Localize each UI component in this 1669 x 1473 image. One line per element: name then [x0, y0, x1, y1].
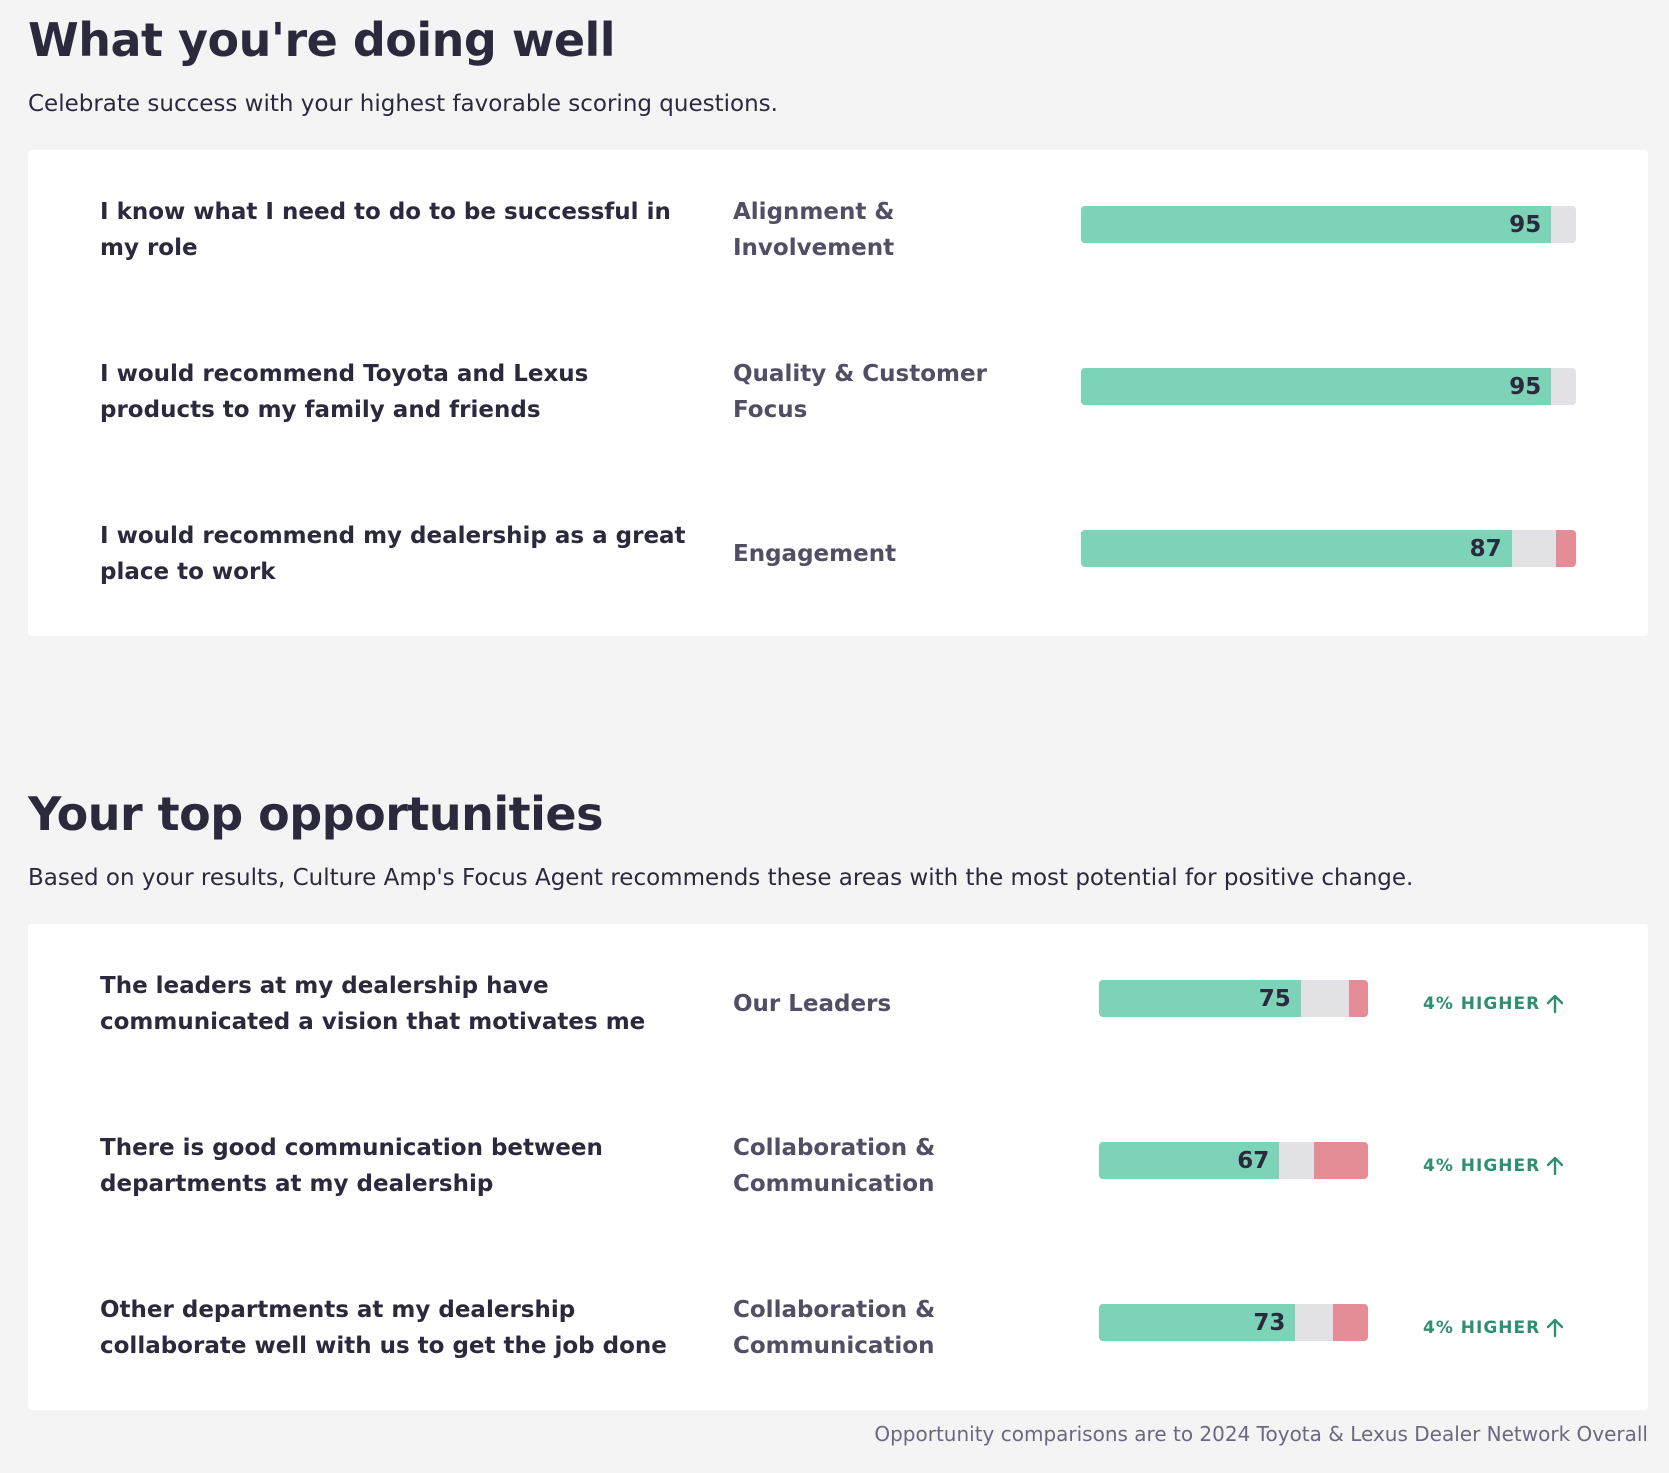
- favorable-segment: [1099, 1142, 1280, 1179]
- score-bar: 67: [1099, 1142, 1368, 1179]
- well-row-1: I know what I need to do to be successfu…: [28, 170, 1648, 290]
- favorable-segment: [1081, 368, 1552, 405]
- question-text: I would recommend my dealership as a gre…: [100, 523, 686, 585]
- favorable-segment: [1081, 206, 1552, 243]
- factor-label: Engagement: [733, 541, 897, 567]
- unfavorable-segment: [1314, 1142, 1368, 1179]
- factor-label: Collaboration & Communication: [733, 1135, 936, 1197]
- comparison-delta: 4% HIGHER: [1423, 1268, 1564, 1388]
- favorable-segment: [1099, 980, 1301, 1017]
- score-value: 87: [1469, 535, 1502, 562]
- question-text: I would recommend Toyota and Lexus produ…: [100, 361, 589, 423]
- unfavorable-segment: [1349, 980, 1368, 1017]
- question-text: There is good communication between depa…: [100, 1135, 603, 1197]
- factor-label: Quality & Customer Focus: [733, 361, 987, 423]
- factor-label: Our Leaders: [733, 991, 892, 1017]
- delta-text: 4% HIGHER: [1423, 1318, 1541, 1338]
- score-value: 73: [1253, 1309, 1286, 1336]
- opportunity-row-1: The leaders at my dealership have commun…: [28, 944, 1648, 1064]
- score-value: 75: [1258, 985, 1291, 1012]
- opportunities-description-wrap: Based on your results, Culture Amp's Foc…: [28, 864, 1648, 894]
- score-bar: 95: [1081, 206, 1576, 243]
- score-value: 67: [1237, 1147, 1270, 1174]
- delta-text: 4% HIGHER: [1423, 994, 1541, 1014]
- arrow-up-icon: [1547, 1156, 1564, 1176]
- unfavorable-segment: [1333, 1304, 1368, 1341]
- opportunities-description: Based on your results, Culture Amp's Foc…: [28, 865, 1414, 891]
- doing-well-title: What you're doing well: [28, 13, 616, 67]
- comparison-footnote: Opportunity comparisons are to 2024 Toyo…: [874, 1422, 1648, 1446]
- delta-text: 4% HIGHER: [1423, 1156, 1541, 1176]
- doing-well-description: Celebrate success with your highest favo…: [28, 91, 778, 117]
- favorable-segment: [1081, 530, 1512, 567]
- opportunity-row-2: There is good communication between depa…: [28, 1106, 1648, 1226]
- score-value: 95: [1509, 373, 1542, 400]
- score-bar: 73: [1099, 1304, 1368, 1341]
- opportunities-header: Your top opportunities: [28, 788, 1648, 841]
- opportunities-title: Your top opportunities: [28, 787, 604, 841]
- question-text: Other departments at my dealership colla…: [100, 1297, 667, 1359]
- factor-label: Alignment & Involvement: [733, 199, 895, 261]
- doing-well-description-wrap: Celebrate success with your highest favo…: [28, 90, 1648, 120]
- question-text: I know what I need to do to be successfu…: [100, 199, 671, 261]
- comparison-delta: 4% HIGHER: [1423, 1106, 1564, 1226]
- score-bar: 95: [1081, 368, 1576, 405]
- favorable-segment: [1099, 1304, 1296, 1341]
- score-value: 95: [1509, 211, 1542, 238]
- arrow-up-icon: [1547, 994, 1564, 1014]
- factor-label: Collaboration & Communication: [733, 1297, 936, 1359]
- opportunity-row-3: Other departments at my dealership colla…: [28, 1268, 1648, 1388]
- arrow-up-icon: [1547, 1318, 1564, 1338]
- score-bar: 75: [1099, 980, 1368, 1017]
- well-row-2: I would recommend Toyota and Lexus produ…: [28, 332, 1648, 452]
- question-text: The leaders at my dealership have commun…: [100, 973, 646, 1035]
- unfavorable-segment: [1556, 530, 1576, 567]
- score-bar: 87: [1081, 530, 1576, 567]
- comparison-delta: 4% HIGHER: [1423, 944, 1564, 1064]
- well-row-3: I would recommend my dealership as a gre…: [28, 494, 1648, 614]
- opportunities-card: [28, 924, 1648, 1410]
- doing-well-header: What you're doing well: [28, 14, 1648, 67]
